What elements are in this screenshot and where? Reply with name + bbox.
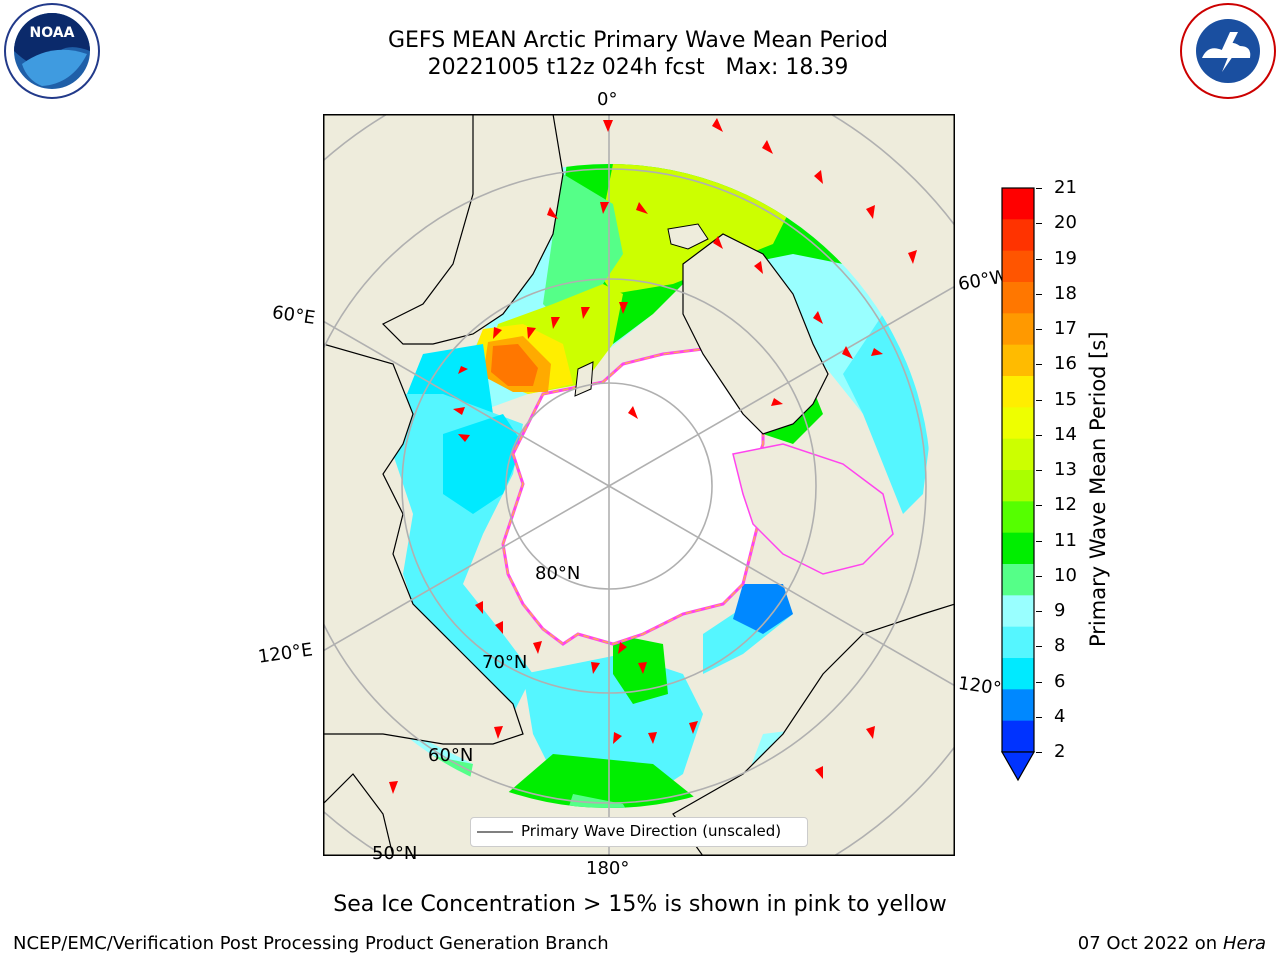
plot-subtitle: 20221005 t12z 024h fcst Max: 18.39 [427,55,849,80]
colorbar-tick-label: 19 [1054,247,1077,269]
canadian-archipelago-land [732,443,894,575]
noaa-logo: NOAA [4,3,100,99]
wave-direction-arrows [389,118,917,794]
colorbar-tick-label: 4 [1054,705,1066,727]
colorbar-tick-label: 13 [1054,459,1077,480]
colorbar-segment [1002,595,1034,628]
colorbar-segment [1002,564,1034,596]
colorbar-segment [1002,219,1034,252]
scandinavia-land [381,114,564,345]
colorbar [1000,187,1036,782]
colorbar-tick-mark [1036,752,1042,753]
map-frame [323,114,955,856]
north-america-land [672,603,955,856]
lat-label-50: 50°N [372,843,418,864]
footer-host: Hera [1222,933,1266,954]
colorbar-tick-label: 17 [1054,318,1077,339]
footer-right: 07 Oct 2022 on Hera [1078,933,1266,954]
colorbar-segment [1002,407,1034,440]
map-legend: Primary Wave Direction (unscaled) [470,817,808,847]
sea-ice-area [501,347,765,646]
colorbar-tick-mark [1036,223,1042,225]
colorbar-segment [1002,376,1034,408]
lat-label-80: 80°N [535,563,581,584]
colorbar-tick-label: 8 [1054,635,1066,657]
colorbar-tick-mark [1036,329,1042,330]
colorbar-tick-mark [1036,434,1042,436]
colorbar-tick-mark [1036,681,1042,683]
national-weather-service-logo [1180,3,1276,99]
colorbar-tick-mark [1036,364,1042,366]
colorbar-title: Primary Wave Mean Period [s] [1086,331,1110,647]
colorbar-tick-label: 9 [1054,600,1066,621]
colorbar-tick-label: 6 [1054,670,1066,692]
colorbar-tick-label: 2 [1054,741,1066,762]
colorbar-tick-mark [1036,540,1042,542]
footer-left: NCEP/EMC/Verification Post Processing Pr… [13,933,609,954]
colorbar-tick-label: 21 [1054,177,1077,198]
colorbar-tick-mark [1036,646,1042,648]
ice-caption: Sea Ice Concentration > 15% is shown in … [333,892,947,917]
colorbar-segment [1002,501,1034,534]
colorbar-tick-mark [1036,188,1042,189]
graticule [323,114,955,856]
lon-label-180: 180° [586,858,630,879]
colorbar-segment [1002,344,1034,377]
colorbar-segment [1002,250,1034,283]
colorbar-tick-mark [1036,258,1042,260]
colorbar-segment [1002,282,1034,314]
colorbar-tick-label: 20 [1054,212,1077,234]
colorbar-segment [1002,532,1034,565]
colorbar-segment [1002,626,1034,659]
arctic-map [323,114,955,856]
colorbar-segment [1002,188,1034,220]
colorbar-tick-mark [1036,399,1042,401]
colorbar-tick-label: 16 [1054,353,1077,375]
colorbar-tick-mark [1036,293,1042,295]
plot-title: GEFS MEAN Arctic Primary Wave Mean Perio… [387,28,888,53]
lon-label-120e: 120°E [256,639,314,668]
footer-date: 07 Oct 2022 on [1077,933,1223,954]
siberia-land [323,343,524,745]
colorbar-tick-label: 18 [1054,282,1077,304]
colorbar-tick-mark [1036,470,1042,471]
lon-label-0: 0° [597,89,618,110]
colorbar-segment [1002,438,1034,471]
colorbar-tick-mark [1036,716,1042,718]
legend-label: Primary Wave Direction (unscaled) [521,822,782,840]
lat-label-70: 70°N [482,652,528,673]
colorbar-tick-label: 11 [1054,529,1077,551]
colorbar-tick-mark [1036,611,1042,612]
colorbar-segment [1002,689,1034,722]
colorbar-segment [1002,470,1034,502]
colorbar-tick-label: 12 [1054,494,1077,516]
colorbar-segment [1002,658,1034,690]
lat-label-60: 60°N [428,745,474,766]
colorbar-tick-mark [1036,575,1042,577]
colorbar-extend-arrow [1000,751,1036,782]
colorbar-tick-label: 14 [1054,423,1077,445]
colorbar-tick-label: 10 [1054,564,1077,586]
colorbar-segment [1002,313,1034,346]
lon-label-60e: 60°E [270,302,317,329]
svg-text:NOAA: NOAA [30,25,75,41]
colorbar-tick-label: 15 [1054,388,1077,410]
colorbar-tick-mark [1036,505,1042,507]
colorbar-segment [1002,720,1034,753]
